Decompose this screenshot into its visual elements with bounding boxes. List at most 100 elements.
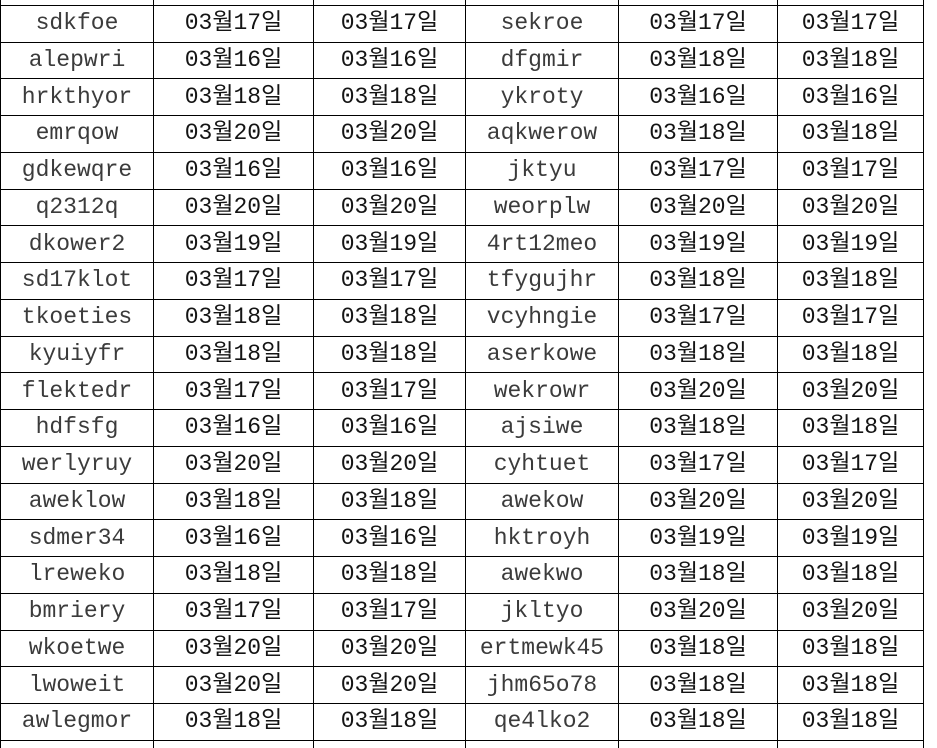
cell-date[interactable]: 03월17일 xyxy=(153,262,314,300)
cell-date[interactable]: 03월18일 xyxy=(153,482,314,521)
cell-date[interactable]: 03월17일 xyxy=(153,4,314,43)
cell-name[interactable]: awlegmor xyxy=(0,703,154,741)
cell-date[interactable]: 03월18일 xyxy=(777,629,924,668)
cell-date[interactable]: 03월18일 xyxy=(618,115,778,153)
cell-date[interactable]: 03월17일 xyxy=(313,372,466,411)
cell-date[interactable]: 03월20일 xyxy=(313,188,466,227)
cell-date[interactable]: 03월18일 xyxy=(153,556,314,594)
cell-date[interactable]: 03월20일 xyxy=(777,188,924,227)
cell-date[interactable] xyxy=(153,739,314,748)
cell-date[interactable]: 03월18일 xyxy=(618,629,778,668)
cell-date[interactable]: 03월17일 xyxy=(618,298,778,337)
cell-name[interactable]: dkower2 xyxy=(0,225,154,264)
cell-date[interactable]: 03월19일 xyxy=(313,225,466,264)
cell-name[interactable]: sdmer34 xyxy=(0,519,154,558)
cell-date[interactable]: 03월18일 xyxy=(618,409,778,447)
cell-date[interactable]: 03월16일 xyxy=(313,409,466,447)
cell-name[interactable]: gdkewqre xyxy=(0,151,154,190)
cell-date[interactable]: 03월20일 xyxy=(618,188,778,227)
cell-date[interactable]: 03월19일 xyxy=(777,519,924,558)
cell-name[interactable]: cyhtuet xyxy=(465,445,619,484)
cell-name[interactable]: aweklow xyxy=(0,482,154,521)
cell-name[interactable]: bmriery xyxy=(0,592,154,631)
cell-date[interactable]: 03월19일 xyxy=(618,225,778,264)
cell-name[interactable]: aqkwerow xyxy=(465,115,619,153)
cell-date[interactable]: 03월18일 xyxy=(618,335,778,374)
cell-date[interactable]: 03월17일 xyxy=(313,592,466,631)
cell-date[interactable]: 03월19일 xyxy=(618,519,778,558)
cell-date[interactable]: 03월18일 xyxy=(618,666,778,705)
cell-date[interactable]: 03월16일 xyxy=(313,41,466,80)
cell-name[interactable]: alepwri xyxy=(0,41,154,80)
cell-date[interactable]: 03월16일 xyxy=(313,519,466,558)
cell-date[interactable]: 03월17일 xyxy=(777,298,924,337)
cell-date[interactable]: 03월18일 xyxy=(777,556,924,594)
cell-date[interactable]: 03월16일 xyxy=(153,409,314,447)
cell-date[interactable]: 03월20일 xyxy=(153,666,314,705)
cell-date[interactable]: 03월20일 xyxy=(153,445,314,484)
cell-date[interactable]: 03월20일 xyxy=(777,482,924,521)
cell-name[interactable]: wkoetwe xyxy=(0,629,154,668)
cell-name[interactable]: ertmewk45 xyxy=(465,629,619,668)
cell-name[interactable]: lreweko xyxy=(0,556,154,594)
cell-name[interactable]: lwoweit xyxy=(0,666,154,705)
cell-date[interactable]: 03월20일 xyxy=(153,188,314,227)
cell-date[interactable]: 03월16일 xyxy=(153,519,314,558)
cell-name[interactable]: ajsiwe xyxy=(465,409,619,447)
cell-name[interactable]: qe4lko2 xyxy=(465,703,619,741)
cell-name[interactable]: vcyhngie xyxy=(465,298,619,337)
cell-date[interactable]: 03월20일 xyxy=(777,592,924,631)
cell-date[interactable]: 03월18일 xyxy=(153,298,314,337)
cell-date[interactable]: 03월16일 xyxy=(153,41,314,80)
cell-date[interactable]: 03월20일 xyxy=(618,372,778,411)
cell-date[interactable] xyxy=(618,739,778,748)
cell-date[interactable]: 03월19일 xyxy=(777,225,924,264)
cell-date[interactable]: 03월18일 xyxy=(153,335,314,374)
cell-name[interactable]: tfygujhr xyxy=(465,262,619,300)
cell-name[interactable]: hrkthyor xyxy=(0,78,154,117)
cell-date[interactable]: 03월17일 xyxy=(618,4,778,43)
cell-date[interactable]: 03월18일 xyxy=(313,335,466,374)
cell-name[interactable]: jkltyo xyxy=(465,592,619,631)
cell-name[interactable]: wekrowr xyxy=(465,372,619,411)
cell-date[interactable]: 03월18일 xyxy=(153,703,314,741)
cell-date[interactable]: 03월18일 xyxy=(618,262,778,300)
cell-date[interactable]: 03월18일 xyxy=(313,78,466,117)
cell-name[interactable]: aserkowe xyxy=(465,335,619,374)
cell-date[interactable]: 03월18일 xyxy=(777,41,924,80)
cell-name[interactable]: jktyu xyxy=(465,151,619,190)
cell-date[interactable]: 03월16일 xyxy=(313,151,466,190)
cell-date[interactable]: 03월20일 xyxy=(153,115,314,153)
cell-date[interactable]: 03월17일 xyxy=(313,262,466,300)
cell-date[interactable]: 03월18일 xyxy=(313,703,466,741)
cell-date[interactable]: 03월18일 xyxy=(313,556,466,594)
cell-date[interactable]: 03월17일 xyxy=(313,4,466,43)
cell-date[interactable]: 03월17일 xyxy=(777,151,924,190)
cell-name[interactable]: awekwo xyxy=(465,556,619,594)
cell-name[interactable]: hdfsfg xyxy=(0,409,154,447)
cell-date[interactable]: 03월16일 xyxy=(777,78,924,117)
cell-name[interactable]: dfgmir xyxy=(465,41,619,80)
cell-date[interactable]: 03월18일 xyxy=(777,335,924,374)
cell-name[interactable]: emrqow xyxy=(0,115,154,153)
cell-date[interactable]: 03월20일 xyxy=(313,445,466,484)
cell-name[interactable] xyxy=(465,739,619,748)
cell-date[interactable]: 03월18일 xyxy=(618,556,778,594)
cell-date[interactable]: 03월16일 xyxy=(618,78,778,117)
cell-date[interactable] xyxy=(777,739,924,748)
cell-name[interactable]: ykroty xyxy=(465,78,619,117)
cell-date[interactable]: 03월17일 xyxy=(153,372,314,411)
cell-date[interactable]: 03월18일 xyxy=(777,409,924,447)
cell-date[interactable]: 03월17일 xyxy=(618,445,778,484)
cell-name[interactable]: q2312q xyxy=(0,188,154,227)
cell-date[interactable]: 03월20일 xyxy=(777,372,924,411)
cell-name[interactable]: sd17klot xyxy=(0,262,154,300)
cell-date[interactable]: 03월18일 xyxy=(313,482,466,521)
cell-date[interactable]: 03월20일 xyxy=(618,592,778,631)
cell-date[interactable]: 03월20일 xyxy=(153,629,314,668)
cell-date[interactable]: 03월17일 xyxy=(618,151,778,190)
cell-date[interactable]: 03월18일 xyxy=(313,298,466,337)
cell-name[interactable]: tkoeties xyxy=(0,298,154,337)
cell-date[interactable]: 03월17일 xyxy=(777,4,924,43)
cell-date[interactable]: 03월17일 xyxy=(777,445,924,484)
